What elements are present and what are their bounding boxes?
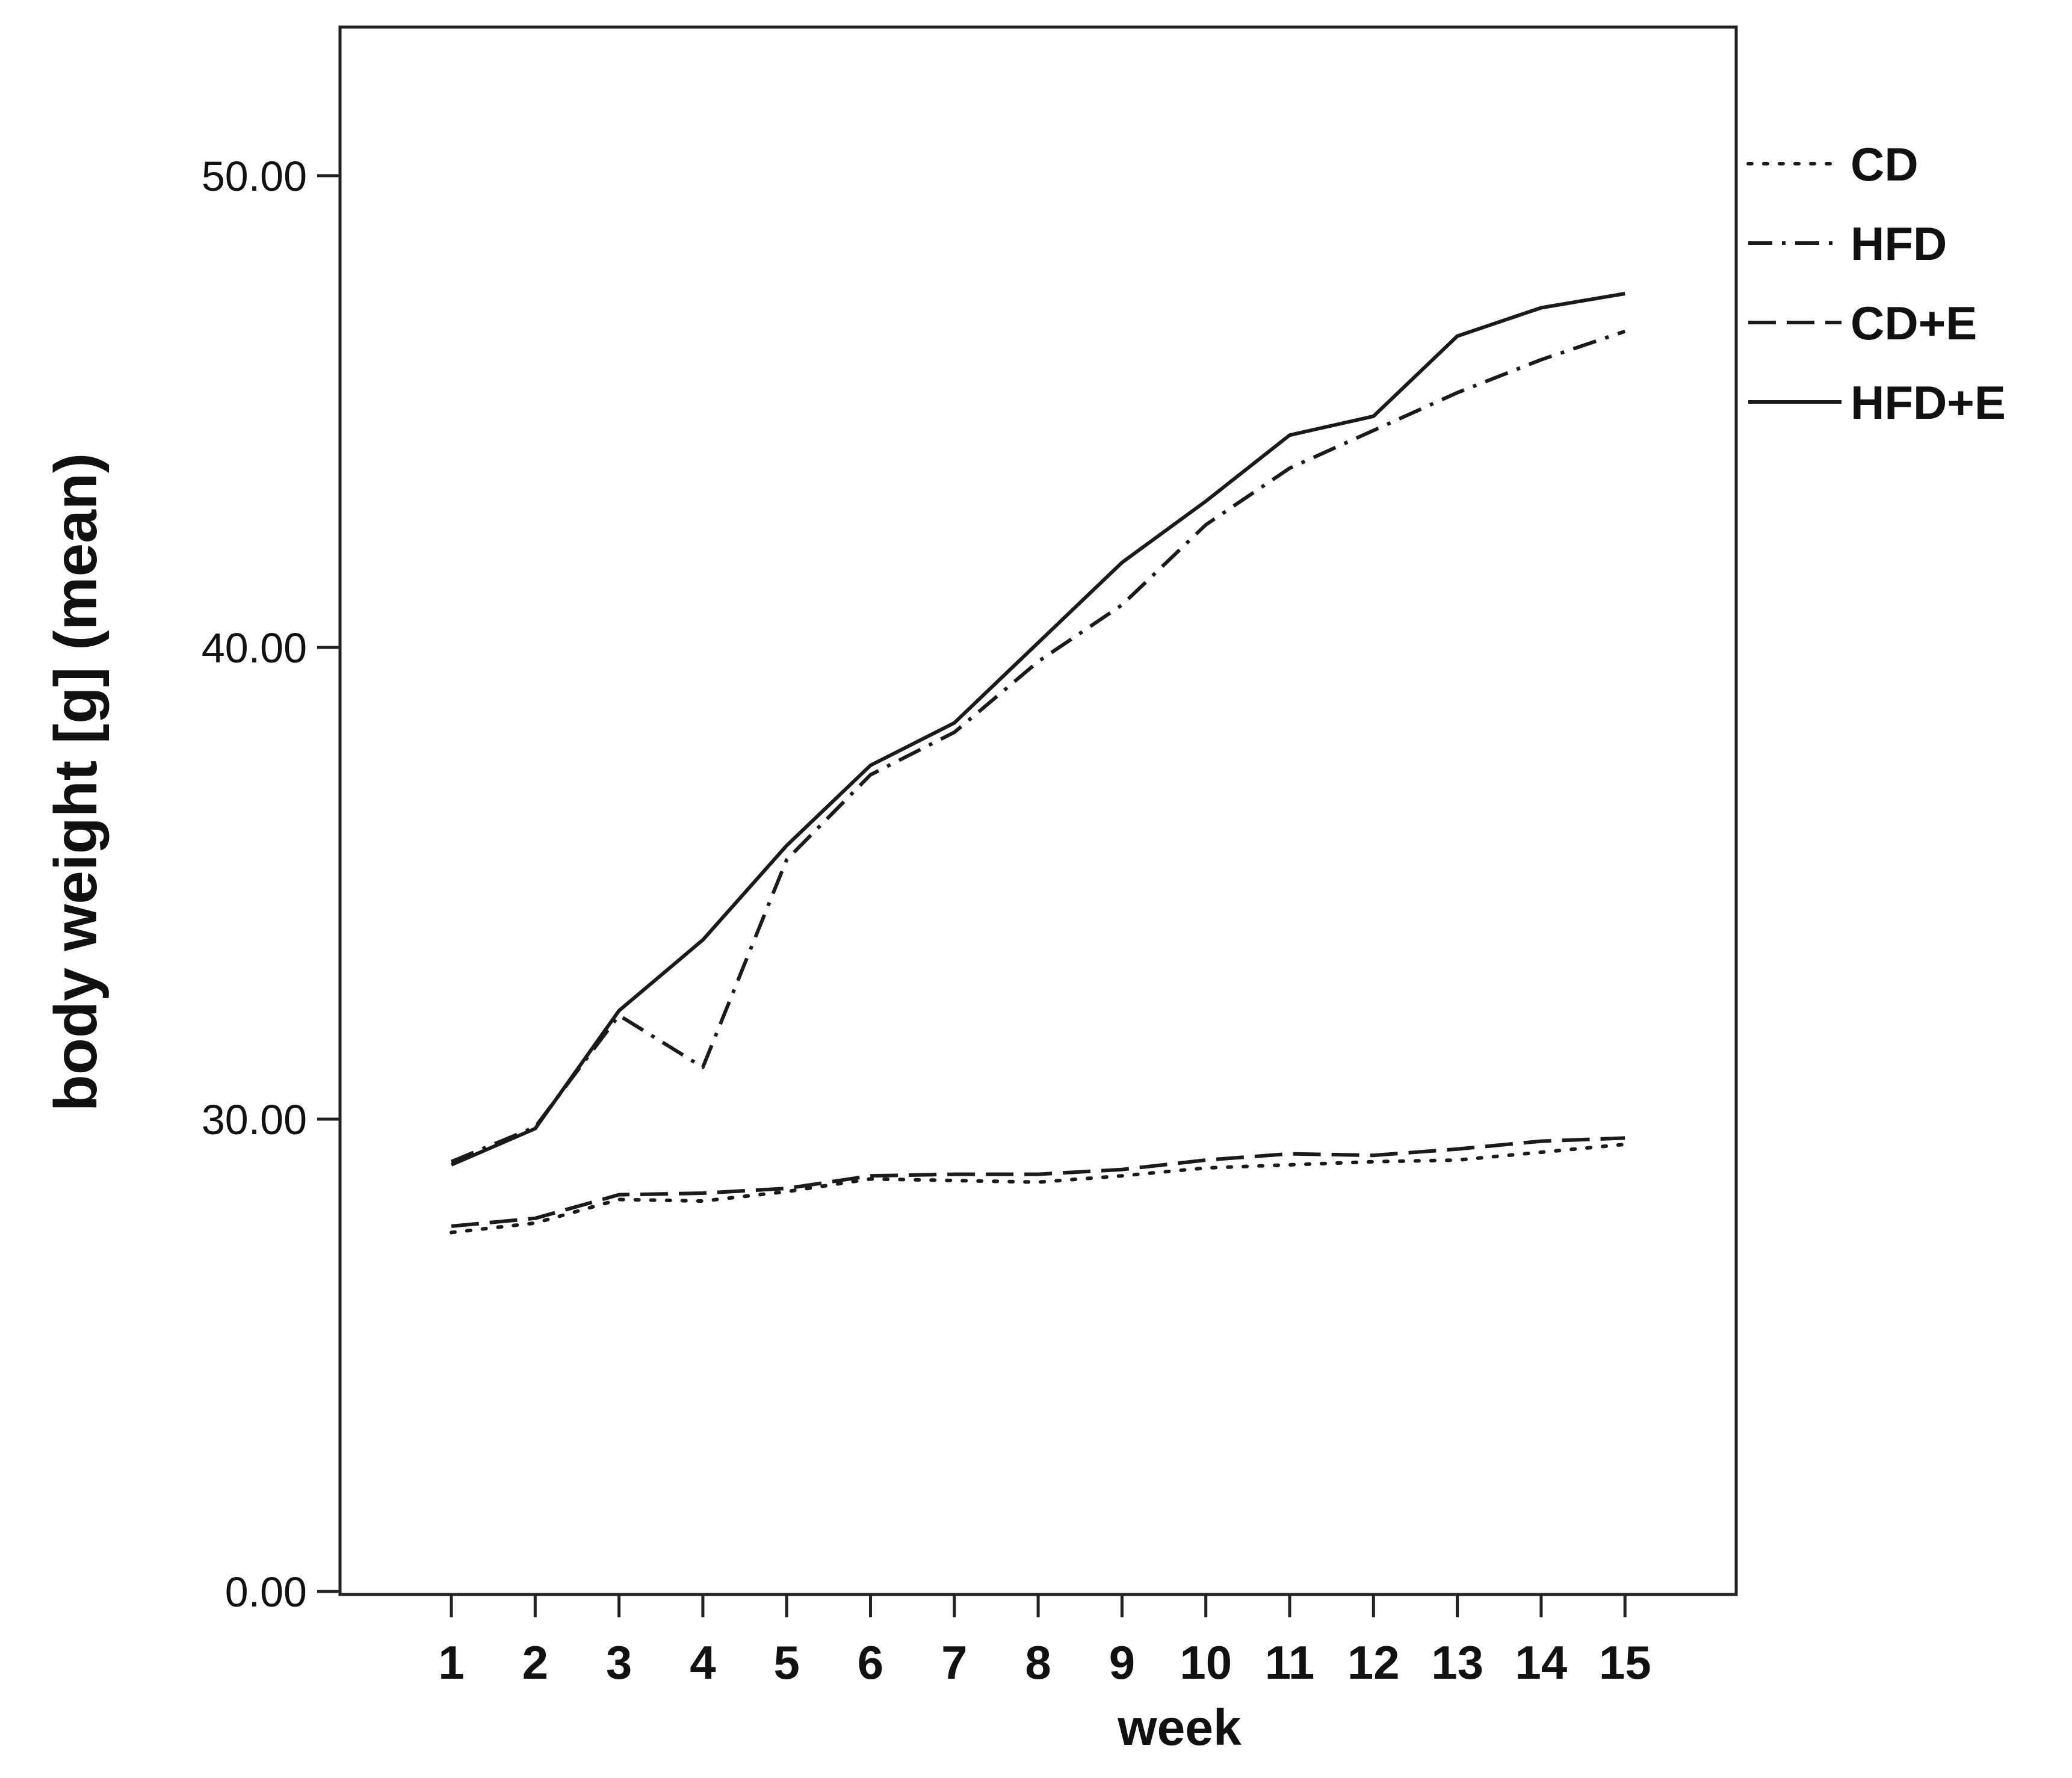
x-axis: 1 2 3 4 5 6 7 8 9 10 11 12 13 14 15 [438,1594,1651,1689]
y-tick-label: 0.00 [225,1569,307,1616]
legend-label: CD+E [1851,297,1977,350]
x-tick-label: 13 [1431,1636,1483,1689]
series-lines [450,292,1627,1235]
x-tick-label: 12 [1347,1636,1400,1689]
y-tick-label: 40.00 [202,625,307,671]
legend: CD HFD CD+E HFD+E [1746,138,2006,429]
x-tick-label: 1 [438,1636,464,1689]
x-tick-label: 8 [1025,1636,1051,1689]
legend-label: CD [1851,138,1919,191]
x-tick-label: 14 [1515,1636,1568,1689]
series-line-hfd-plus-e [450,292,1625,1167]
series-line-cd-plus-e [451,1136,1625,1228]
x-tick-label: 10 [1180,1636,1232,1689]
series-line-cd [450,1142,1627,1235]
x-tick-label: 15 [1599,1636,1651,1689]
y-tick-label: 50.00 [202,153,307,200]
series-line-hfd [450,329,1626,1164]
x-axis-title: week [1117,1699,1242,1756]
y-tick-label: 30.00 [202,1096,307,1143]
plot-frame [338,25,1738,1596]
x-tick-label: 4 [690,1636,716,1689]
x-tick-label: 11 [1265,1636,1314,1689]
y-axis-title: body weight [g] (mean) [42,453,110,1111]
legend-label: HFD [1851,217,1947,270]
y-axis: 0.00 30.00 40.00 50.00 [202,153,340,1616]
x-tick-label: 6 [858,1636,883,1689]
x-tick-label: 2 [522,1636,548,1689]
x-tick-label: 3 [606,1636,632,1689]
x-tick-label: 7 [941,1636,967,1689]
legend-label: HFD+E [1851,376,2006,429]
x-tick-label: 9 [1109,1636,1135,1689]
x-tick-label: 5 [774,1636,800,1689]
